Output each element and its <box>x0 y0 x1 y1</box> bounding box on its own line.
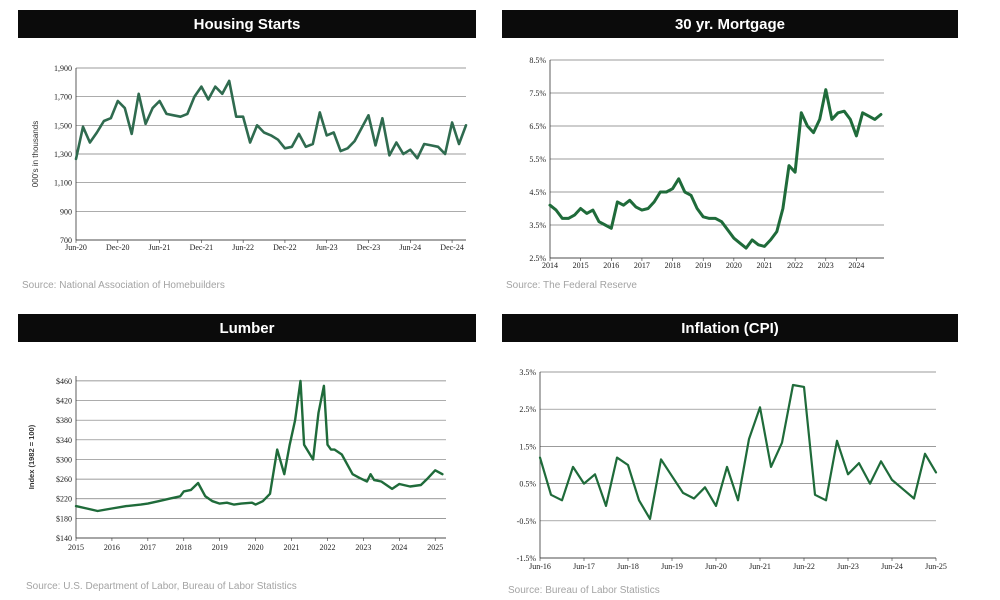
y-tick-label: 6.5% <box>529 122 546 131</box>
y-tick-label: 0.5% <box>519 480 536 489</box>
x-tick-label: 2019 <box>212 543 228 552</box>
series-line <box>538 383 938 520</box>
x-tick-label: Jun-20 <box>65 243 87 252</box>
y-axis-title: Index (1982 = 100) <box>27 424 36 489</box>
y-tick-label: 700 <box>60 236 72 245</box>
y-tick-label: $460 <box>56 377 72 386</box>
y-tick-label: $140 <box>56 534 72 543</box>
x-tick-label: 2017 <box>140 543 156 552</box>
y-tick-label: -1.5% <box>517 554 537 563</box>
x-tick-label: 2016 <box>603 261 619 270</box>
x-tick-label: 2020 <box>248 543 264 552</box>
x-tick-label: 2019 <box>695 261 711 270</box>
y-tick-label: 8.5% <box>529 56 546 65</box>
y-tick-label: 5.5% <box>529 155 546 164</box>
x-tick-label: 2023 <box>355 543 371 552</box>
series-line <box>548 88 883 250</box>
x-tick-label: Jun-18 <box>617 562 639 571</box>
x-tick-label: Jun-24 <box>881 562 903 571</box>
x-tick-label: 2024 <box>848 261 864 270</box>
y-tick-label: 3.5% <box>519 368 536 377</box>
lumber-chart: $140 $180 $220 $260 $300 $340 $380 $420 $460 2015… <box>27 376 446 552</box>
mortgage-chart: 2.5% 3.5% 4.5% 5.5% 6.5% 7.5% 8.5% 2014 2015 2016… <box>529 56 884 270</box>
y-tick-label: 1,500 <box>54 121 72 130</box>
x-tick-label: 2022 <box>787 261 803 270</box>
y-tick-label: 4.5% <box>529 188 546 197</box>
x-tick-label: Jun-21 <box>149 243 171 252</box>
y-tick-label: 1,100 <box>54 179 72 188</box>
x-tick-label: 2016 <box>104 543 120 552</box>
cpi-title: Inflation (CPI) <box>502 314 958 342</box>
housing-source: Source: National Association of Homebuil… <box>22 280 225 291</box>
x-tick-label: Jun-24 <box>399 243 421 252</box>
x-tick-label: 2022 <box>319 543 335 552</box>
y-tick-label: 1,900 <box>54 64 72 73</box>
x-tick-label: Jun-22 <box>793 562 815 571</box>
x-tick-label: 2025 <box>427 543 443 552</box>
x-tick-label: Dec-22 <box>273 243 297 252</box>
y-tick-label: -0.5% <box>517 517 537 526</box>
series-line <box>74 379 444 513</box>
x-tick-label: Jun-16 <box>529 562 551 571</box>
y-tick-label: $380 <box>56 416 72 425</box>
x-tick-label: Jun-25 <box>925 562 947 571</box>
x-tick-label: 2018 <box>176 543 192 552</box>
y-tick-label: 7.5% <box>529 89 546 98</box>
series-line <box>74 79 468 161</box>
x-tick-label: Dec-23 <box>357 243 381 252</box>
x-tick-label: Jun-20 <box>705 562 727 571</box>
x-tick-label: 2021 <box>756 261 772 270</box>
x-tick-label: Jun-23 <box>316 243 338 252</box>
x-tick-label: Jun-22 <box>232 243 254 252</box>
x-tick-label: Jun-19 <box>661 562 683 571</box>
mortgage-title: 30 yr. Mortgage <box>502 10 958 38</box>
x-tick-label: 2023 <box>818 261 834 270</box>
lumber-source: Source: U.S. Department of Labor, Bureau… <box>26 581 297 592</box>
y-tick-label: 3.5% <box>529 221 546 230</box>
x-tick-label: Dec-21 <box>190 243 214 252</box>
x-tick-label: 2020 <box>726 261 742 270</box>
y-tick-label: 1.5% <box>519 442 536 451</box>
y-tick-label: $220 <box>56 495 72 504</box>
x-tick-label: 2015 <box>68 543 84 552</box>
y-tick-label: 2.5% <box>529 254 546 263</box>
x-tick-label: Jun-23 <box>837 562 859 571</box>
x-tick-label: 2014 <box>542 261 558 270</box>
x-tick-label: 2024 <box>391 543 407 552</box>
y-tick-label: $300 <box>56 455 72 464</box>
lumber-title: Lumber <box>18 314 476 342</box>
mortgage-source: Source: The Federal Reserve <box>506 280 637 291</box>
y-tick-label: $180 <box>56 514 72 523</box>
x-tick-label: Jun-17 <box>573 562 595 571</box>
x-tick-label: 2021 <box>284 543 300 552</box>
x-tick-label: Dec-20 <box>106 243 130 252</box>
x-tick-label: 2017 <box>634 261 650 270</box>
x-tick-label: 2018 <box>665 261 681 270</box>
y-axis-title: 000's in thousands <box>31 121 40 187</box>
y-tick-label: 900 <box>60 207 72 216</box>
x-tick-label: Dec-24 <box>440 243 464 252</box>
housing-title: Housing Starts <box>18 10 476 38</box>
x-tick-label: 2015 <box>573 261 589 270</box>
y-tick-label: $420 <box>56 397 72 406</box>
y-tick-label: 1,700 <box>54 93 72 102</box>
y-tick-label: $260 <box>56 475 72 484</box>
y-tick-label: 2.5% <box>519 405 536 414</box>
y-tick-label: 1,300 <box>54 150 72 159</box>
cpi-chart: -1.5% -0.5% 0.5% 1.5% 2.5% 3.5% Jun-16 Jun-17 Ju… <box>517 368 947 571</box>
housing-starts-chart: 700 900 1,100 1,300 1,500 1,700 1,900 Jun-20 Dec… <box>31 64 468 252</box>
x-tick-label: Jun-21 <box>749 562 771 571</box>
cpi-source: Source: Bureau of Labor Statistics <box>508 585 660 596</box>
y-tick-label: $340 <box>56 436 72 445</box>
